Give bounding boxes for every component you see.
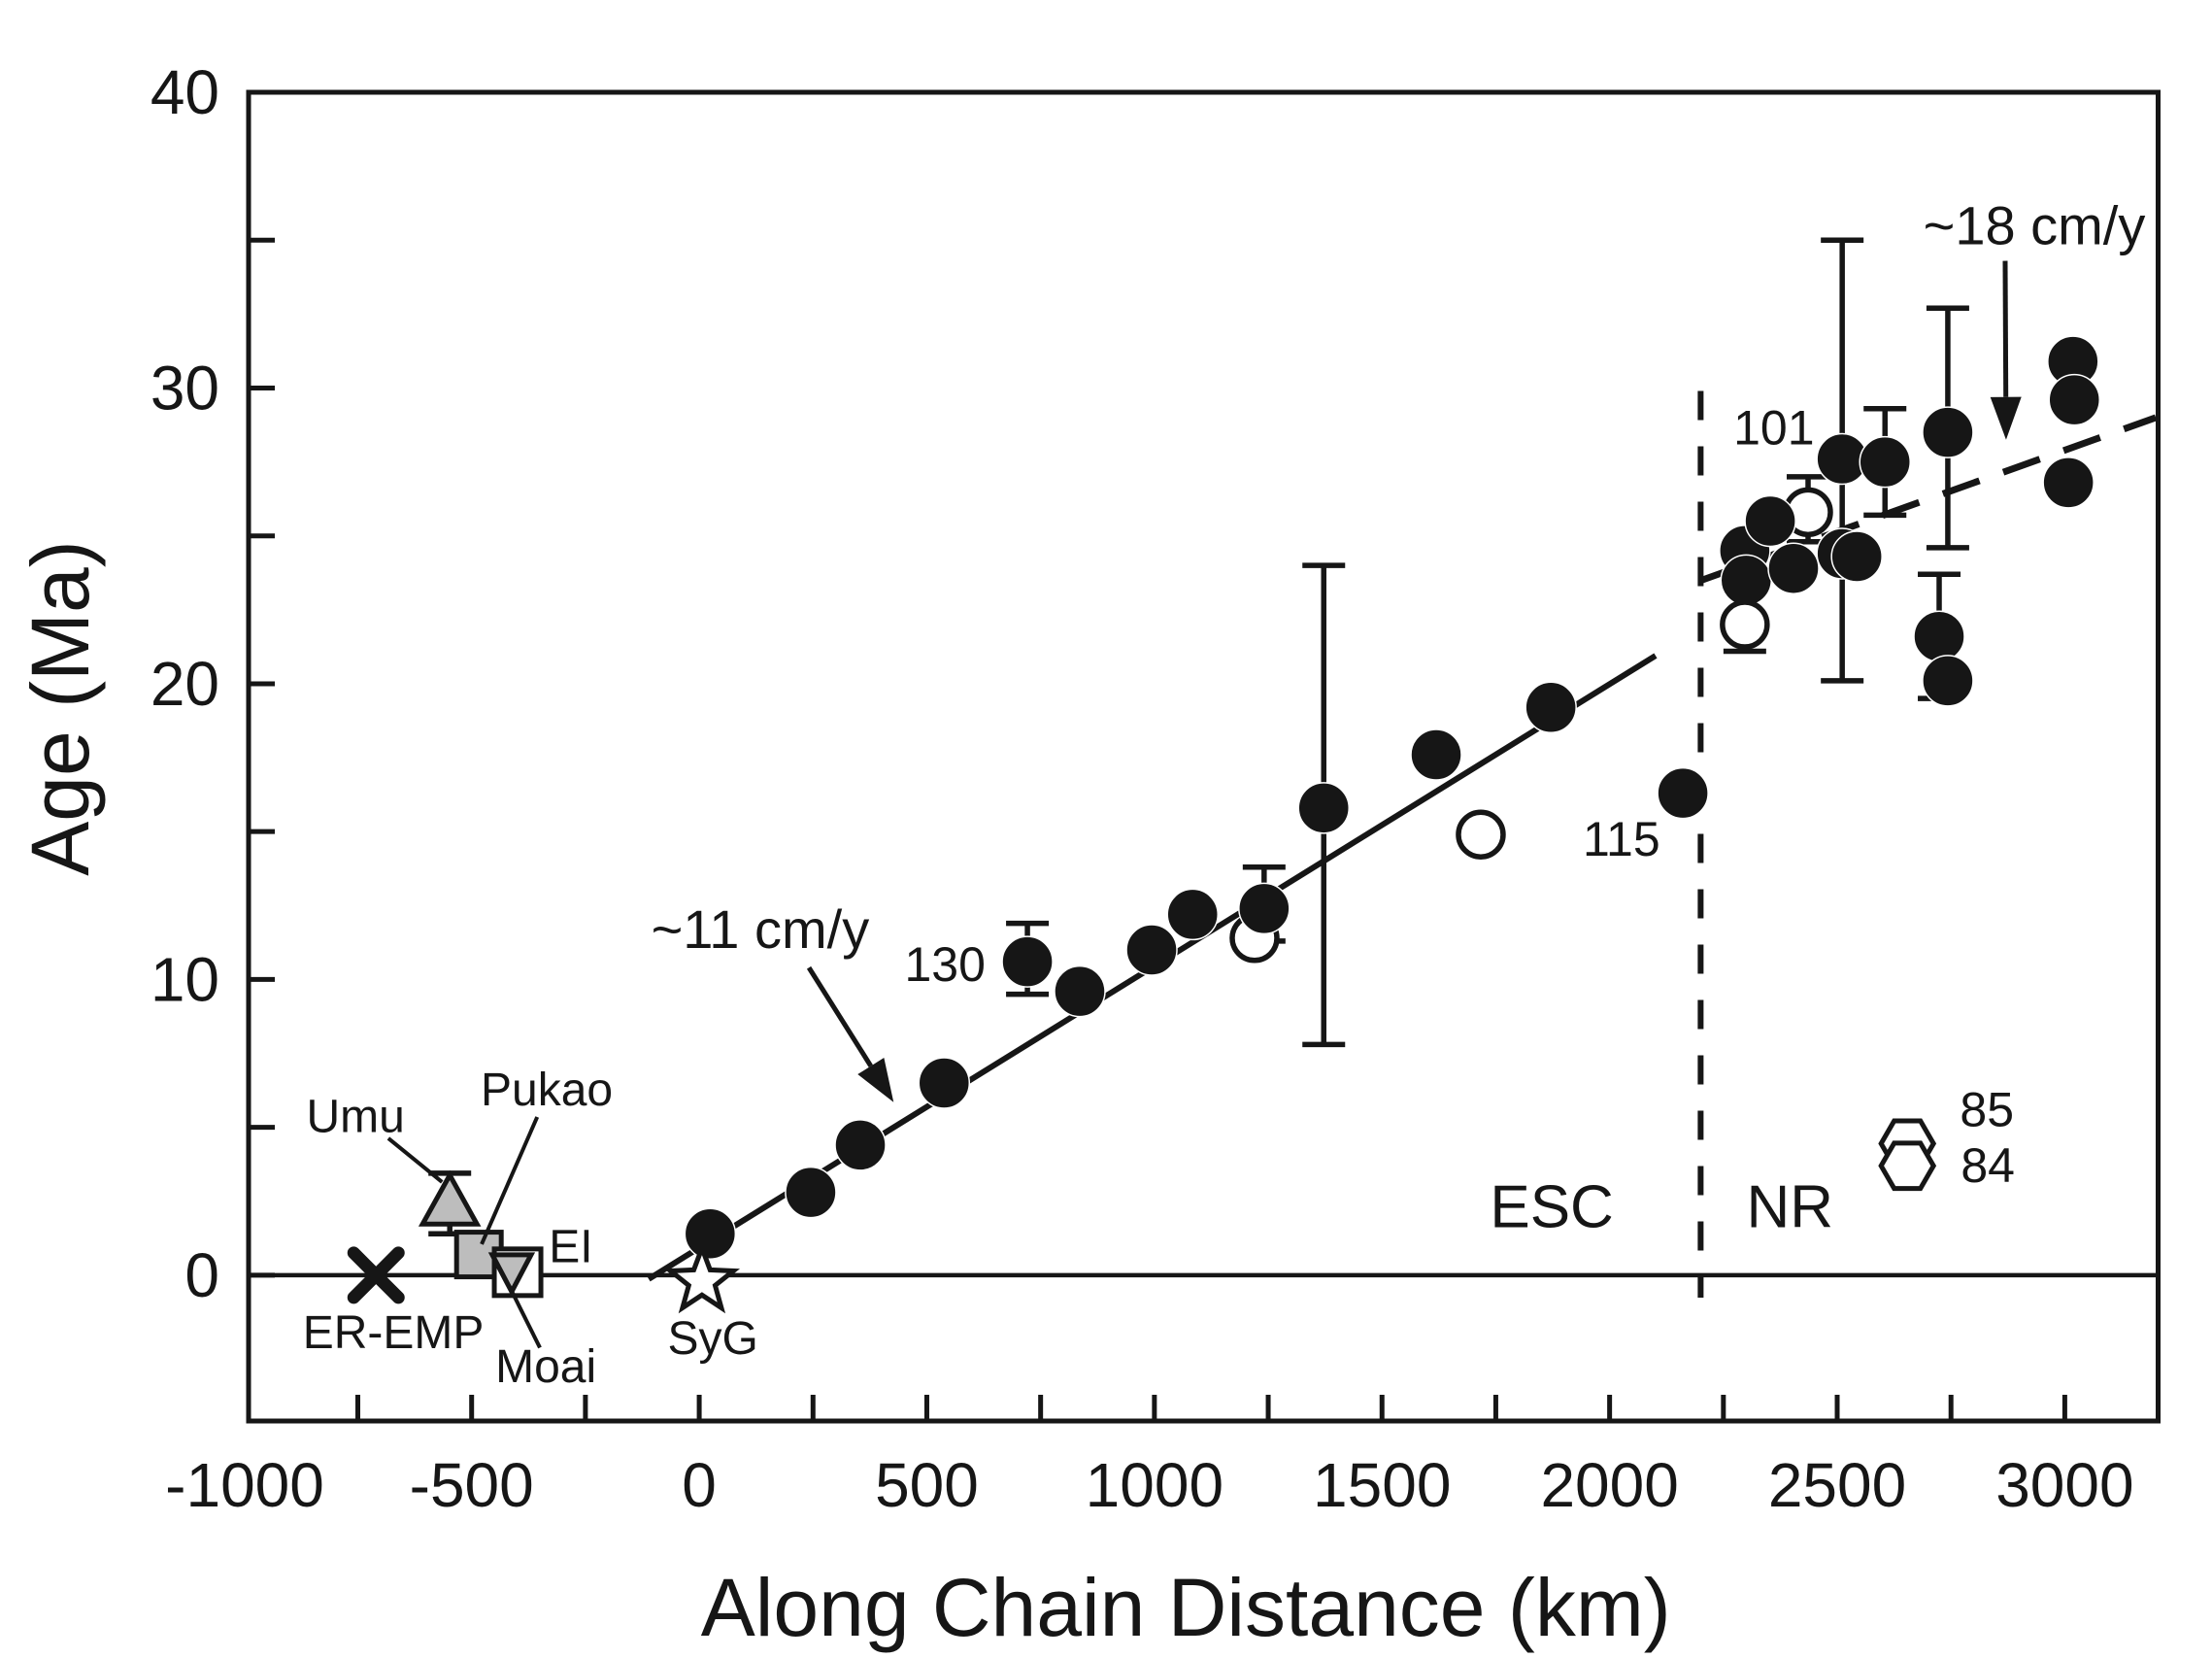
sample-label-84: 84 bbox=[1961, 1138, 2015, 1193]
sample-label-130: 130 bbox=[905, 937, 986, 992]
y-tick-label: 40 bbox=[151, 57, 219, 127]
y-tick-label: 0 bbox=[184, 1240, 219, 1310]
data-point-filled bbox=[1767, 542, 1820, 594]
data-point-filled bbox=[1166, 888, 1219, 941]
data-point-filled bbox=[1297, 782, 1350, 834]
volcano-label-umu-leader-line bbox=[386, 1136, 444, 1184]
data-point-filled bbox=[834, 1119, 887, 1171]
region-label-nr: NR bbox=[1746, 1173, 1833, 1240]
volcano-label-umu: Umu bbox=[306, 1092, 404, 1143]
data-point-filled bbox=[785, 1166, 837, 1219]
y-tick-label: 10 bbox=[151, 944, 219, 1014]
volcano-label-syg: SyG bbox=[667, 1313, 757, 1365]
x-tick-label: 1000 bbox=[1086, 1450, 1223, 1520]
data-point-filled bbox=[1410, 728, 1462, 781]
x-tick-label: -1000 bbox=[165, 1450, 324, 1520]
y-tick-label: 30 bbox=[151, 353, 219, 423]
volcano-label-pukao-leader-line bbox=[480, 1116, 540, 1245]
data-point-filled bbox=[1238, 882, 1290, 935]
volcano-label-moai-leader-line bbox=[507, 1284, 542, 1349]
data-point-filled bbox=[1657, 766, 1709, 820]
er-emp-cross-icon bbox=[347, 1246, 405, 1304]
region-label-esc: ESC bbox=[1490, 1173, 1613, 1240]
volcano-label-er-emp: ER-EMP bbox=[303, 1307, 485, 1359]
volcano-label-moai: Moai bbox=[495, 1341, 596, 1393]
sample-label-101: 101 bbox=[1733, 401, 1814, 456]
umu-triangle-icon bbox=[418, 1169, 482, 1227]
rate-label-nr-arrowhead-icon bbox=[1990, 396, 2022, 440]
data-point-open bbox=[1456, 809, 1506, 860]
plot-frame bbox=[246, 89, 2161, 1424]
data-point-filled bbox=[2042, 457, 2095, 509]
data-point-filled bbox=[1744, 494, 1796, 548]
rate-label-esc: ~11 cm/y bbox=[652, 898, 870, 960]
data-point-filled bbox=[684, 1207, 737, 1261]
sample-label-115: 115 bbox=[1583, 812, 1660, 866]
x-tick-label: 2500 bbox=[1768, 1450, 1906, 1520]
x-tick-label: 2000 bbox=[1540, 1450, 1678, 1520]
sample-label-85: 85 bbox=[1960, 1082, 2014, 1136]
data-point-filled bbox=[1525, 681, 1577, 734]
y-tick-label: 20 bbox=[151, 649, 219, 719]
data-point-filled bbox=[1830, 530, 1883, 583]
x-tick-label: 3000 bbox=[1995, 1450, 2133, 1520]
volcano-label-pukao: Pukao bbox=[481, 1065, 613, 1116]
rate-label-nr: ~18 cm/y bbox=[1924, 195, 2146, 256]
data-point-filled bbox=[1001, 935, 1054, 988]
data-point-filled bbox=[1859, 435, 1911, 489]
data-point-filled bbox=[1125, 924, 1178, 976]
x-tick-label: 0 bbox=[682, 1450, 717, 1520]
data-point-filled bbox=[2048, 373, 2100, 426]
data-point-filled bbox=[1922, 655, 1974, 707]
rate-label-esc-arrowhead-icon bbox=[857, 1058, 894, 1102]
x-axis-title: Along Chain Distance (km) bbox=[701, 1562, 1671, 1653]
y-axis-title: Age (Ma) bbox=[15, 540, 106, 875]
x-tick-label: 1500 bbox=[1313, 1450, 1451, 1520]
syg-star-icon bbox=[663, 1240, 741, 1314]
volcano-label-ei: EI bbox=[549, 1221, 592, 1272]
data-point-open bbox=[1720, 599, 1770, 650]
rate-label-nr-arrow-line bbox=[2002, 260, 2009, 397]
data-point-filled bbox=[918, 1057, 971, 1109]
hexagon-84-icon bbox=[1878, 1140, 1937, 1192]
x-tick-label: -500 bbox=[410, 1450, 534, 1520]
rate-label-esc-arrow-line bbox=[806, 965, 873, 1067]
data-point-filled bbox=[1922, 406, 1974, 458]
x-tick-label: 500 bbox=[875, 1450, 979, 1520]
moai-triangle-icon bbox=[487, 1252, 536, 1298]
data-point-filled bbox=[1720, 554, 1773, 607]
data-point-filled bbox=[1054, 964, 1106, 1018]
data-point-filled bbox=[1913, 610, 1965, 662]
